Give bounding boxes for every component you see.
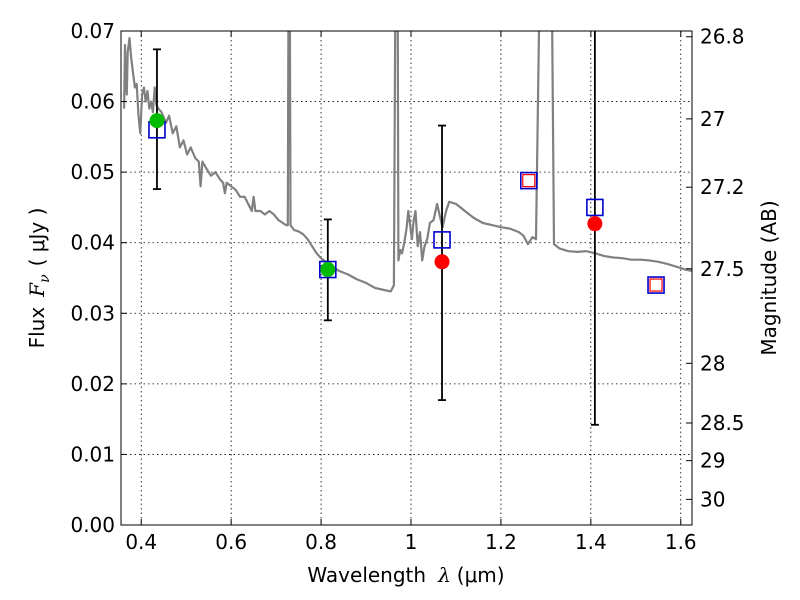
y-tick-label: 0.02 (70, 372, 115, 396)
x-tick-label: 0.8 (305, 530, 337, 554)
y2-tick-label: 26.8 (700, 25, 745, 49)
x-tick-label: 1.6 (665, 530, 697, 554)
y-tick-label: 0.07 (70, 19, 115, 43)
x-tick-label: 0.4 (125, 530, 157, 554)
x-tick-label: 1 (405, 530, 418, 554)
y-tick-label: 0.00 (70, 513, 115, 537)
y2-tick-label: 27.2 (700, 175, 745, 199)
y-axis-label: Flux Fν ( μJy ) (25, 208, 53, 349)
upper-limit-point (434, 254, 450, 270)
y-tick-label: 0.03 (70, 301, 115, 325)
y-tick-label: 0.05 (70, 160, 115, 184)
y-axis-label-sub: ν (37, 274, 53, 283)
y2-tick-label: 28 (700, 351, 725, 375)
x-tick-label: 1.2 (485, 530, 517, 554)
x-axis-label: Wavelength λ (μm) (307, 563, 504, 587)
y2-tick-label: 28.5 (700, 411, 745, 435)
nondetection-square (522, 174, 536, 188)
model-band-square (519, 171, 538, 190)
y-tick-label: 0.01 (70, 442, 115, 466)
data-layer (123, 31, 692, 426)
y-axis-label-symbol: F (25, 282, 49, 298)
y2-tick-label: 27 (700, 107, 725, 131)
detection-point (320, 262, 336, 278)
model-band-square (647, 276, 665, 294)
detection-point (149, 113, 165, 129)
x-tick-label: 0.6 (215, 530, 247, 554)
model-sed-line (123, 31, 692, 293)
y2-tick-label: 30 (700, 487, 725, 511)
nondetection-square (649, 278, 663, 292)
x-axis-label-symbol: λ (437, 563, 451, 587)
model-band-square (586, 198, 604, 217)
x-tick-label: 1.4 (575, 530, 607, 554)
upper-limit-point (587, 216, 603, 232)
y2-tick-label: 29 (700, 449, 725, 473)
plot-frame (120, 30, 693, 526)
y-tick-label: 0.04 (70, 231, 115, 255)
plot-background (121, 31, 692, 525)
y2-axis-label: Magnitude (AB) (757, 200, 781, 355)
model-band-square (319, 260, 337, 279)
model-band-square (433, 231, 451, 249)
y2-tick-label: 27.5 (700, 257, 745, 281)
x-axis-label-prefix: Wavelength (307, 563, 426, 587)
ticks: 0.4 0.6 0.8 1 1.2 1.4 1.6 0.00 0.01 0.02 0.03 0.04 0… (70, 19, 744, 554)
x-axis-label-unit: (μm) (457, 563, 505, 587)
y-axis-label-prefix: Flux (25, 307, 49, 349)
y-axis-label-unit: ( μJy ) (25, 208, 49, 267)
y-tick-label: 0.06 (70, 90, 115, 114)
